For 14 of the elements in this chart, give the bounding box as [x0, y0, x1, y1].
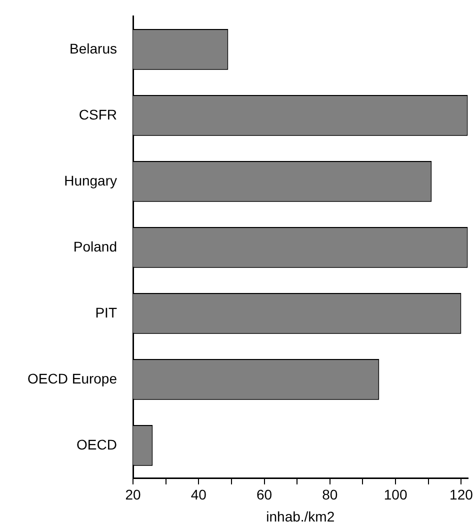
x-tick-label: 20: [125, 486, 141, 503]
y-tick-label: OECD: [76, 436, 117, 452]
x-tick-label: 80: [322, 486, 338, 503]
x-tick-label: 120: [450, 486, 474, 503]
x-tick-label: 100: [384, 486, 408, 503]
x-tick-label: 40: [190, 486, 207, 503]
y-tick-label: Belarus: [70, 40, 117, 56]
y-tick-label: CSFR: [78, 106, 117, 122]
y-tick-label: Hungary: [64, 172, 117, 188]
x-axis-title: inhab./km2: [266, 508, 335, 524]
y-tick-label: PIT: [95, 304, 118, 320]
y-tick-label: OECD Europe: [28, 370, 118, 386]
x-tick-label: 60: [256, 486, 272, 503]
y-tick-label: Poland: [73, 238, 117, 254]
